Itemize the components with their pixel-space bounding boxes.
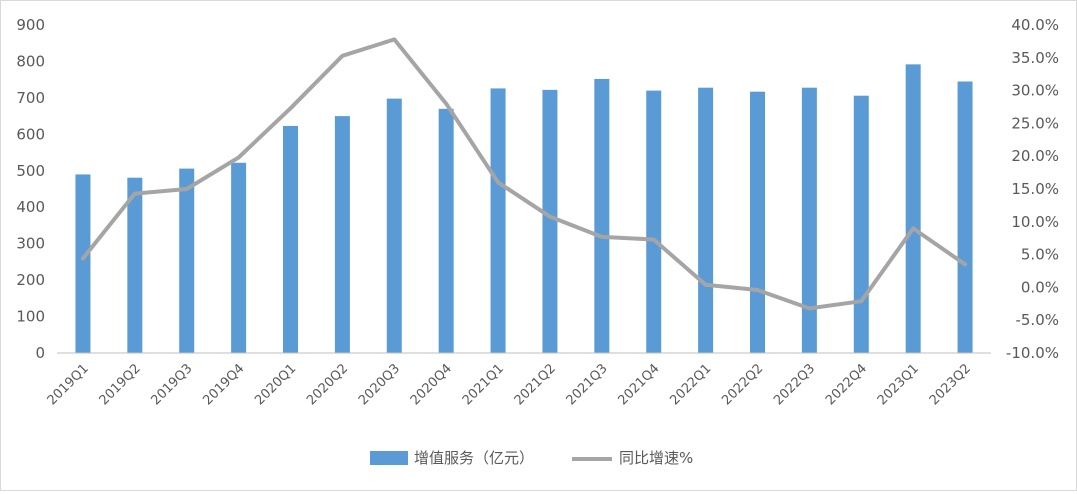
- legend-bar-label: 增值服务（亿元）: [414, 449, 534, 467]
- left-tick-label: 400: [16, 198, 45, 216]
- line-series: [80, 37, 968, 311]
- x-tick-label: 2020Q4: [408, 361, 455, 408]
- x-tick-label: 2020Q2: [304, 361, 351, 408]
- right-tick-label: 10.0%: [1011, 213, 1059, 231]
- x-tick-label: 2019Q3: [148, 361, 195, 408]
- bar: [853, 95, 869, 354]
- left-tick-label: 900: [16, 16, 45, 34]
- x-tick-label: 2020Q1: [252, 361, 299, 408]
- x-tick-label: 2020Q3: [356, 361, 403, 408]
- x-tick-label: 2021Q1: [460, 361, 507, 408]
- bar: [594, 78, 610, 353]
- bar: [75, 174, 91, 353]
- left-tick-label: 300: [16, 235, 45, 253]
- right-tick-label: 0.0%: [1021, 278, 1059, 296]
- right-tick-label: 35.0%: [1011, 49, 1059, 67]
- bar: [957, 81, 973, 353]
- bar: [542, 89, 558, 354]
- bar: [231, 162, 247, 353]
- bar: [127, 177, 143, 353]
- right-tick-label: 5.0%: [1021, 246, 1059, 264]
- bar: [750, 91, 765, 354]
- x-tick-label: 2023Q1: [875, 361, 922, 408]
- left-tick-label: 700: [16, 89, 45, 107]
- right-tick-label: 25.0%: [1011, 114, 1059, 132]
- bar: [334, 116, 350, 353]
- bar: [801, 87, 817, 353]
- left-tick-label: 100: [16, 308, 45, 326]
- legend-bar-swatch: [370, 451, 408, 465]
- bar: [179, 168, 195, 353]
- x-axis-labels: 2019Q1 2019Q2 2019Q3 2019Q4 2020Q1 2020Q2 2020…: [45, 361, 974, 408]
- bar: [905, 64, 921, 354]
- left-tick-label: 500: [16, 162, 45, 180]
- x-tick-label: 2019Q1: [45, 361, 92, 408]
- bar: [438, 108, 454, 353]
- x-tick-label: 2019Q4: [200, 361, 247, 408]
- legend: 增值服务（亿元） 同比增速%: [370, 449, 693, 467]
- x-tick-label: 2021Q4: [615, 361, 662, 408]
- right-y-axis: -10.0% -5.0% 0.0% 5.0% 10.0% 15.0% 20.0% 25.0% 3…: [1006, 16, 1059, 362]
- left-tick-label: 0: [35, 344, 45, 362]
- bar: [386, 98, 402, 354]
- right-tick-label: 40.0%: [1011, 16, 1059, 34]
- x-tick-label: 2022Q4: [823, 361, 870, 408]
- left-tick-label: 800: [16, 52, 45, 70]
- x-tick-label: 2019Q2: [97, 361, 144, 408]
- right-tick-label: 20.0%: [1011, 147, 1059, 165]
- x-tick-label: 2023Q2: [927, 361, 974, 408]
- x-tick-label: 2022Q2: [719, 361, 766, 408]
- x-tick-label: 2021Q2: [512, 361, 559, 408]
- bar: [490, 88, 506, 353]
- left-y-axis: 0 100 200 300 400 500 600 700 800 900: [16, 16, 45, 362]
- x-tick-label: 2022Q3: [771, 361, 818, 408]
- left-tick-label: 600: [16, 125, 45, 143]
- right-tick-label: -5.0%: [1015, 311, 1059, 329]
- right-tick-label: -10.0%: [1006, 344, 1059, 362]
- legend-line-label: 同比增速%: [619, 449, 693, 467]
- right-tick-label: 30.0%: [1011, 82, 1059, 100]
- x-tick-label: 2021Q3: [564, 361, 611, 408]
- bar: [698, 87, 714, 353]
- bar-series: [75, 64, 973, 354]
- growth-line: [80, 37, 968, 311]
- x-tick-label: 2022Q1: [667, 361, 714, 408]
- bar: [283, 125, 298, 353]
- left-tick-label: 200: [16, 271, 45, 289]
- right-tick-label: 15.0%: [1011, 180, 1059, 198]
- bar: [646, 90, 662, 353]
